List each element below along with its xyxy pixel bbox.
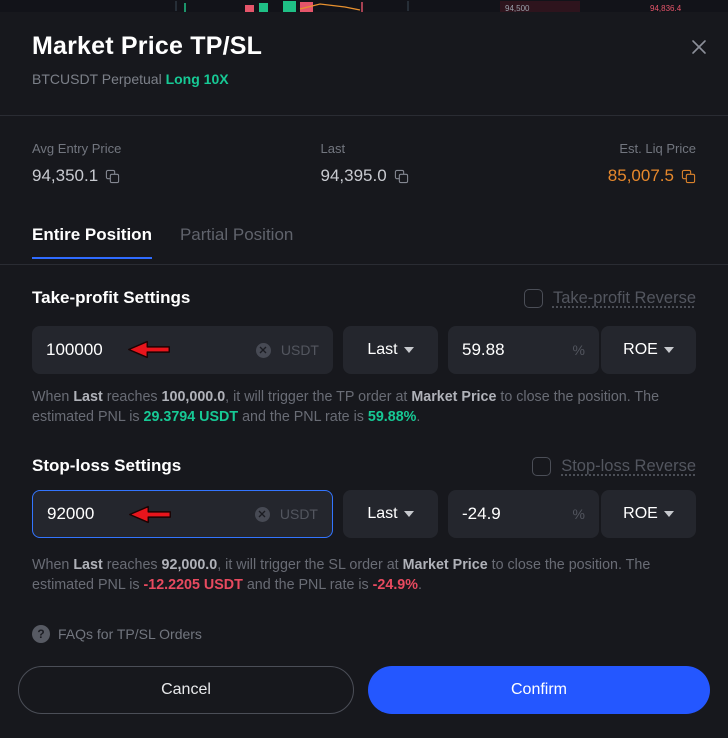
svg-text:94,500: 94,500 (505, 4, 530, 12)
svg-text:94,836.4: 94,836.4 (650, 4, 682, 12)
